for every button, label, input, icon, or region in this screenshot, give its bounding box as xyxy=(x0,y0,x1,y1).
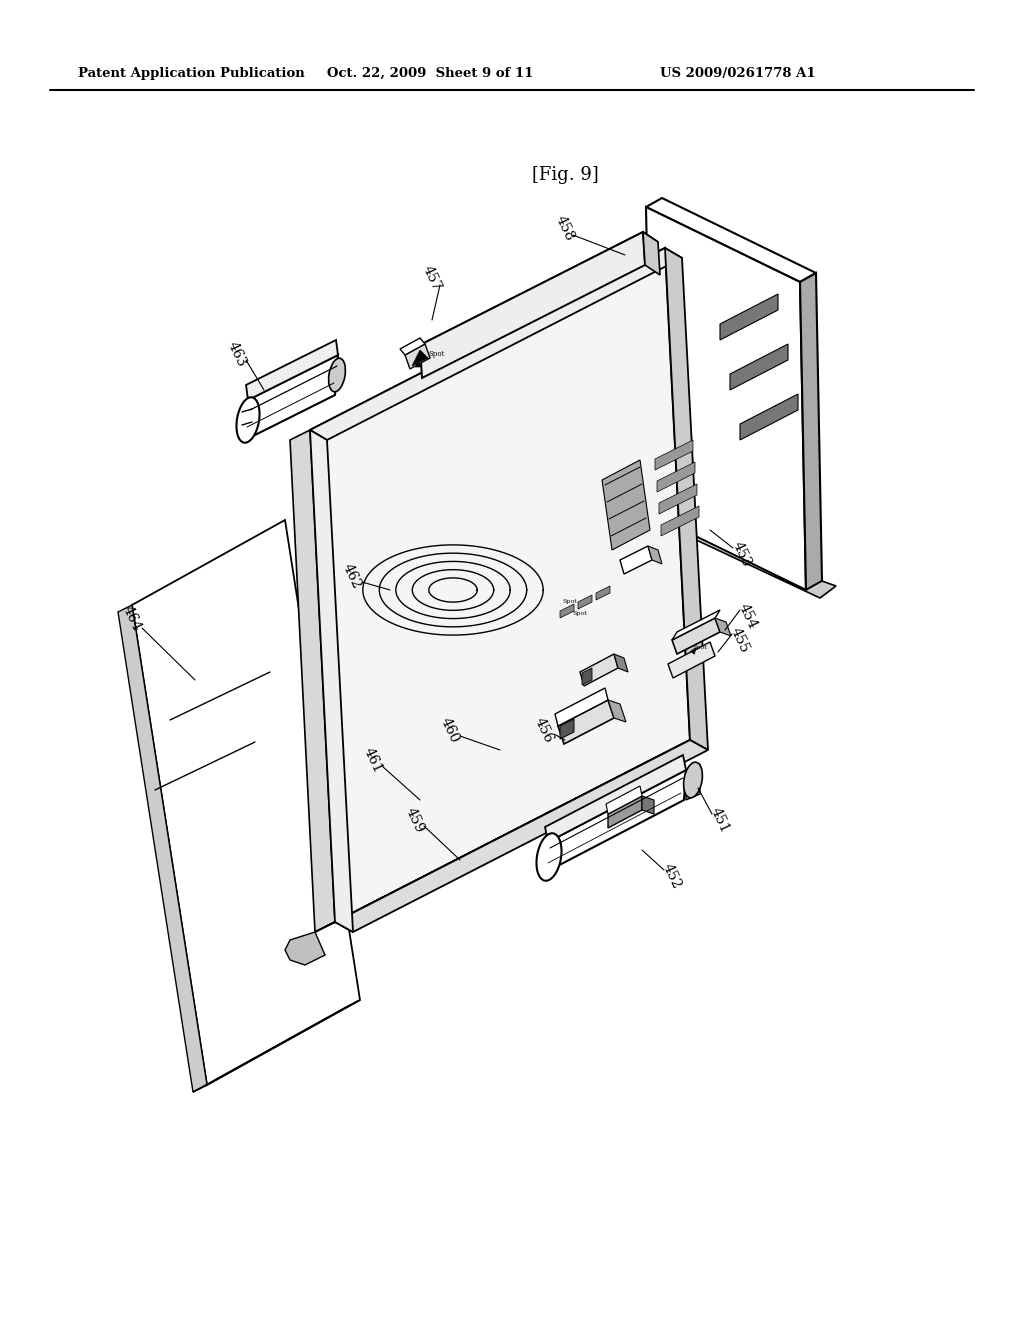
Polygon shape xyxy=(578,595,592,609)
Polygon shape xyxy=(400,338,425,355)
Polygon shape xyxy=(560,719,574,739)
Polygon shape xyxy=(420,232,645,378)
Text: 461: 461 xyxy=(361,744,385,775)
Polygon shape xyxy=(643,232,660,275)
Polygon shape xyxy=(546,770,686,873)
Ellipse shape xyxy=(329,358,345,392)
Polygon shape xyxy=(193,1001,360,1092)
Polygon shape xyxy=(655,440,693,470)
Polygon shape xyxy=(558,700,614,744)
Polygon shape xyxy=(118,605,207,1092)
Text: 463: 463 xyxy=(225,339,249,368)
Polygon shape xyxy=(245,355,338,440)
Polygon shape xyxy=(608,700,626,722)
Polygon shape xyxy=(132,520,360,1085)
Text: 462: 462 xyxy=(340,561,364,591)
Polygon shape xyxy=(715,618,731,636)
Polygon shape xyxy=(420,232,658,355)
Text: 451: 451 xyxy=(708,805,732,836)
Polygon shape xyxy=(608,796,642,828)
Polygon shape xyxy=(580,653,618,686)
Ellipse shape xyxy=(684,762,702,797)
Polygon shape xyxy=(406,345,430,370)
Text: Spot: Spot xyxy=(572,611,588,616)
Polygon shape xyxy=(415,360,421,367)
Text: 453: 453 xyxy=(730,539,754,569)
Polygon shape xyxy=(335,741,708,932)
Polygon shape xyxy=(657,462,695,492)
Polygon shape xyxy=(290,430,335,932)
Polygon shape xyxy=(310,248,690,921)
Polygon shape xyxy=(652,515,836,598)
Polygon shape xyxy=(720,294,778,341)
Polygon shape xyxy=(285,932,325,965)
Polygon shape xyxy=(555,688,608,726)
Text: 452: 452 xyxy=(660,861,684,891)
Polygon shape xyxy=(672,618,720,653)
Polygon shape xyxy=(686,764,700,800)
Polygon shape xyxy=(690,648,696,655)
Text: 456: 456 xyxy=(532,715,556,744)
Polygon shape xyxy=(310,430,353,932)
Text: Oct. 22, 2009  Sheet 9 of 11: Oct. 22, 2009 Sheet 9 of 11 xyxy=(327,66,534,79)
Polygon shape xyxy=(606,785,642,814)
Polygon shape xyxy=(740,393,798,440)
Polygon shape xyxy=(620,546,652,574)
Text: Patent Application Publication: Patent Application Publication xyxy=(78,66,305,79)
Polygon shape xyxy=(646,198,816,282)
Polygon shape xyxy=(582,668,592,685)
Text: Spot: Spot xyxy=(562,599,578,605)
Polygon shape xyxy=(659,484,697,513)
Polygon shape xyxy=(596,586,610,601)
Text: US 2009/0261778 A1: US 2009/0261778 A1 xyxy=(660,66,816,79)
Polygon shape xyxy=(646,207,806,590)
Polygon shape xyxy=(672,610,720,640)
Text: 459: 459 xyxy=(403,805,427,836)
Text: 454: 454 xyxy=(736,601,760,631)
Text: 457: 457 xyxy=(420,263,444,293)
Polygon shape xyxy=(412,350,428,366)
Polygon shape xyxy=(668,642,715,678)
Polygon shape xyxy=(648,546,662,564)
Text: 460: 460 xyxy=(438,715,462,744)
Polygon shape xyxy=(800,273,822,590)
Polygon shape xyxy=(315,741,690,932)
Ellipse shape xyxy=(537,833,561,880)
Text: 455: 455 xyxy=(728,626,752,655)
Text: 458: 458 xyxy=(553,213,577,243)
Polygon shape xyxy=(730,345,788,389)
Polygon shape xyxy=(545,755,686,842)
Text: 464: 464 xyxy=(120,603,144,634)
Polygon shape xyxy=(665,248,708,750)
Text: Spot: Spot xyxy=(429,350,445,358)
Polygon shape xyxy=(614,653,628,672)
Ellipse shape xyxy=(237,397,259,442)
Polygon shape xyxy=(662,506,699,536)
Polygon shape xyxy=(560,605,574,618)
Text: [Fig. 9]: [Fig. 9] xyxy=(531,166,598,183)
Polygon shape xyxy=(602,459,650,550)
Polygon shape xyxy=(642,796,654,814)
Text: Spot: Spot xyxy=(692,645,708,651)
Polygon shape xyxy=(310,248,682,440)
Polygon shape xyxy=(246,341,338,400)
